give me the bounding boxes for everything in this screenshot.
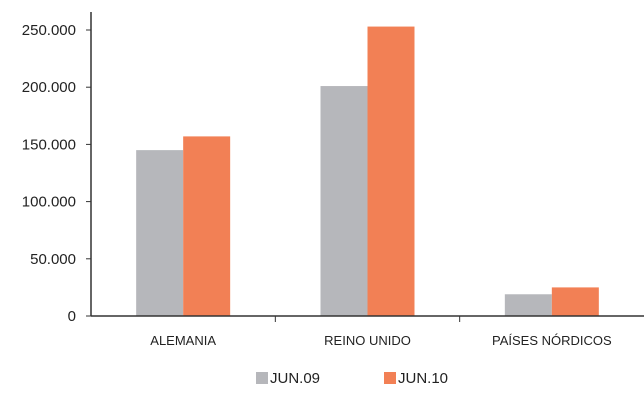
bar-jun-09 [320,86,368,316]
bar-jun-09 [136,150,184,316]
legend: JUN.09 JUN.10 [256,370,448,387]
x-axis: ALEMANIA REINO UNIDO PAÍSES NÓRDICOS [91,315,644,348]
x-category-label: PAÍSES NÓRDICOS [492,333,612,348]
y-tick-label: 200.000 [22,79,76,96]
legend-label: JUN.09 [270,370,320,387]
y-tick-label: 250.000 [22,22,76,39]
y-tick-label: 100.000 [22,194,76,211]
y-axis: 0 50.000 100.000 150.000 200.000 250.000 [22,12,92,325]
y-tick-label: 50.000 [30,251,76,268]
legend-swatch [384,372,396,384]
bar-jun-09 [504,294,552,316]
y-tick-label: 0 [68,308,76,325]
bar-jun-10 [367,26,415,317]
x-category-label: REINO UNIDO [324,333,411,348]
legend-swatch [256,372,268,384]
x-category-label: ALEMANIA [150,333,216,348]
legend-label: JUN.10 [398,370,448,387]
y-tick-label: 150.000 [22,136,76,153]
bar-jun-10 [183,136,231,316]
bar-jun-10 [551,287,599,316]
bars [136,26,599,317]
